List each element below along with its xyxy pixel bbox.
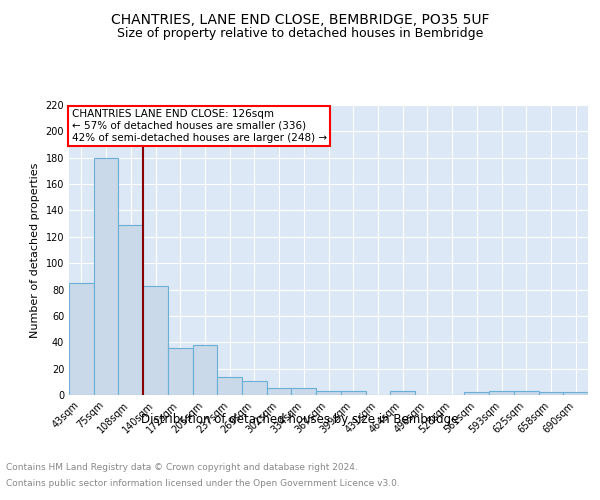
Text: Distribution of detached houses by size in Bembridge: Distribution of detached houses by size … — [142, 412, 458, 426]
Bar — [464, 392, 489, 395]
Text: Contains HM Land Registry data © Crown copyright and database right 2024.: Contains HM Land Registry data © Crown c… — [6, 462, 358, 471]
Bar — [69, 283, 94, 395]
Bar — [94, 158, 118, 395]
Bar — [118, 225, 143, 395]
Bar — [514, 391, 539, 395]
Bar — [539, 392, 563, 395]
Text: CHANTRIES, LANE END CLOSE, BEMBRIDGE, PO35 5UF: CHANTRIES, LANE END CLOSE, BEMBRIDGE, PO… — [111, 12, 489, 26]
Bar — [193, 345, 217, 395]
Bar — [292, 388, 316, 395]
Text: Size of property relative to detached houses in Bembridge: Size of property relative to detached ho… — [117, 28, 483, 40]
Bar — [489, 391, 514, 395]
Bar — [563, 392, 588, 395]
Bar — [316, 391, 341, 395]
Bar — [217, 376, 242, 395]
Bar — [341, 391, 365, 395]
Y-axis label: Number of detached properties: Number of detached properties — [30, 162, 40, 338]
Text: CHANTRIES LANE END CLOSE: 126sqm
← 57% of detached houses are smaller (336)
42% : CHANTRIES LANE END CLOSE: 126sqm ← 57% o… — [71, 110, 327, 142]
Bar — [168, 348, 193, 395]
Text: Contains public sector information licensed under the Open Government Licence v3: Contains public sector information licen… — [6, 479, 400, 488]
Bar — [390, 391, 415, 395]
Bar — [267, 388, 292, 395]
Bar — [143, 286, 168, 395]
Bar — [242, 380, 267, 395]
